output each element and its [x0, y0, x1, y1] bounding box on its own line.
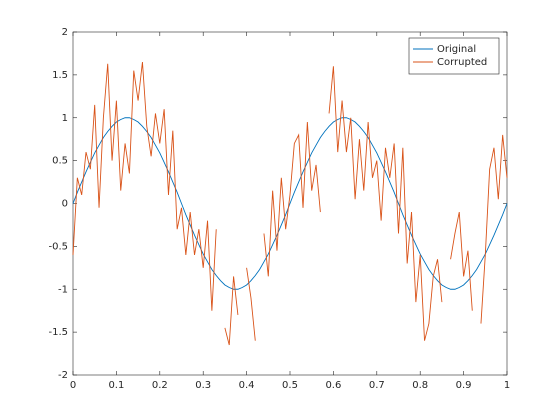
series-line [72, 117, 508, 290]
x-tick-label: 0.1 [108, 380, 124, 391]
x-tick-label: 0.9 [456, 380, 472, 391]
series-line [72, 61, 508, 346]
x-tick-label: 1 [504, 380, 510, 391]
legend-label: Original [437, 44, 476, 55]
y-tick-label: -0.5 [48, 241, 68, 252]
y-tick-label: 1.5 [52, 70, 68, 81]
x-tick-label: 0.3 [195, 380, 211, 391]
y-tick-label: 0.5 [52, 156, 68, 167]
y-tick-label: -1.5 [48, 327, 68, 338]
x-tick-label: 0.4 [239, 380, 255, 391]
legend-box [408, 37, 500, 75]
y-tick-label: 2 [62, 27, 68, 38]
y-tick-label: -2 [58, 370, 68, 381]
legend-label: Corrupted [437, 57, 487, 68]
y-tick-label: 1 [62, 113, 68, 124]
x-tick-label: 0.2 [152, 380, 168, 391]
y-tick-label: 0 [62, 199, 68, 210]
x-tick-label: 0.5 [282, 380, 298, 391]
x-tick-label: 0.7 [369, 380, 385, 391]
x-tick-label: 0.6 [325, 380, 341, 391]
y-tick-label: -1 [58, 284, 68, 295]
x-tick-label: 0 [70, 380, 76, 391]
x-tick-label: 0.8 [412, 380, 428, 391]
